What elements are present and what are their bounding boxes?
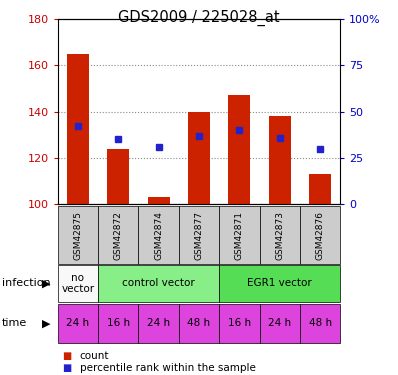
Bar: [309, 174, 331, 204]
Text: GSM42873: GSM42873: [275, 211, 284, 260]
Text: 24 h: 24 h: [66, 318, 90, 328]
Text: no
vector: no vector: [61, 273, 94, 294]
Text: ■: ■: [62, 363, 71, 373]
Bar: [228, 95, 250, 204]
Bar: [107, 149, 129, 204]
Text: 16 h: 16 h: [107, 318, 130, 328]
Text: GSM42874: GSM42874: [154, 211, 163, 260]
Bar: [148, 197, 170, 204]
Text: 24 h: 24 h: [147, 318, 170, 328]
Text: EGR1 vector: EGR1 vector: [248, 279, 312, 288]
Text: GSM42877: GSM42877: [195, 211, 203, 260]
Text: 24 h: 24 h: [268, 318, 291, 328]
Text: GSM42872: GSM42872: [114, 211, 123, 260]
Bar: [67, 54, 89, 204]
Text: ▶: ▶: [41, 279, 50, 288]
Text: time: time: [2, 318, 27, 328]
Text: 16 h: 16 h: [228, 318, 251, 328]
Text: percentile rank within the sample: percentile rank within the sample: [80, 363, 256, 373]
Text: GSM42876: GSM42876: [316, 211, 325, 260]
Text: control vector: control vector: [122, 279, 195, 288]
Bar: [269, 116, 291, 204]
Text: GDS2009 / 225028_at: GDS2009 / 225028_at: [118, 9, 280, 26]
Text: GSM42875: GSM42875: [73, 211, 82, 260]
Bar: [188, 112, 210, 204]
Text: 48 h: 48 h: [308, 318, 332, 328]
Text: GSM42871: GSM42871: [235, 211, 244, 260]
Text: ▶: ▶: [41, 318, 50, 328]
Text: 48 h: 48 h: [187, 318, 211, 328]
Text: count: count: [80, 351, 109, 361]
Text: infection: infection: [2, 279, 51, 288]
Text: ■: ■: [62, 351, 71, 361]
